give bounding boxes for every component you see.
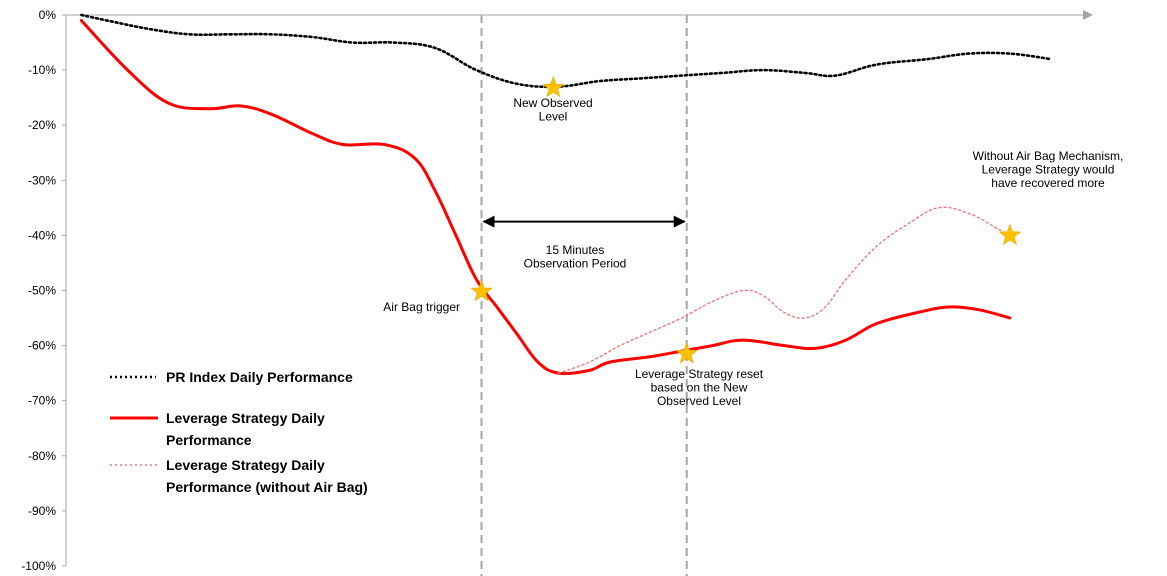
y-tick-label: -70% bbox=[28, 394, 56, 408]
annotation-text: based on the New bbox=[651, 381, 748, 395]
y-tick-label: -10% bbox=[28, 63, 56, 77]
event-star bbox=[470, 279, 493, 302]
event-star bbox=[675, 342, 699, 364]
annotation-text: 15 Minutes bbox=[546, 243, 605, 257]
event-star bbox=[998, 223, 1022, 245]
series-lines bbox=[79, 13, 1053, 376]
legend-label: Performance (without Air Bag) bbox=[166, 479, 368, 495]
y-tick-label: -90% bbox=[28, 504, 56, 518]
event-markers bbox=[470, 75, 1022, 364]
legend-label: Leverage Strategy Daily bbox=[166, 410, 325, 426]
y-tick-label: -80% bbox=[28, 449, 56, 463]
y-tick-label: -20% bbox=[28, 118, 56, 132]
annotation-text: New Observed bbox=[513, 96, 592, 110]
y-tick-label: 0% bbox=[39, 8, 57, 22]
legend-label: Performance bbox=[166, 432, 252, 448]
series-line bbox=[80, 13, 1053, 89]
series-line bbox=[557, 206, 1011, 374]
y-tick-label: -100% bbox=[21, 559, 56, 573]
annotation-text: Observed Level bbox=[657, 394, 741, 408]
annotation-text: Level bbox=[539, 110, 568, 124]
y-tick-label: -60% bbox=[28, 339, 56, 353]
annotation-text: have recovered more bbox=[991, 176, 1105, 190]
legend-label: Leverage Strategy Daily bbox=[166, 457, 325, 473]
annotation-text: Observation Period bbox=[524, 257, 627, 271]
annotation-text: Air Bag trigger bbox=[383, 300, 460, 314]
y-axis-ticks: 0% -10% -20% -30% -40% -50% -60% -70% -80% -90% -1… bbox=[21, 8, 66, 573]
y-tick-label: -40% bbox=[28, 228, 56, 242]
annotation-text: Leverage Strategy reset bbox=[635, 367, 764, 381]
y-tick-label: -30% bbox=[28, 173, 56, 187]
series-line bbox=[79, 19, 1012, 376]
annotation-text: Leverage Strategy would bbox=[982, 163, 1115, 177]
event-star bbox=[542, 75, 565, 98]
legend-label: PR Index Daily Performance bbox=[166, 369, 353, 385]
annotation-text: Without Air Bag Mechanism, bbox=[973, 149, 1124, 163]
y-tick-label: -50% bbox=[28, 284, 56, 298]
legend: PR Index Daily Performance Leverage Strat… bbox=[110, 369, 368, 495]
